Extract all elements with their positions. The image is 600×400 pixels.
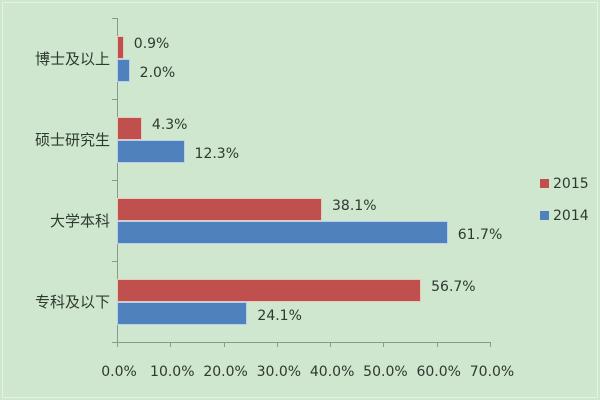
x-tick	[383, 342, 385, 347]
x-tick-label: 20.0%	[203, 364, 248, 380]
x-tick	[170, 342, 172, 347]
value-label: 24.1%	[257, 307, 302, 324]
bar-2015	[118, 36, 123, 58]
category-label: 大学本科	[49, 211, 110, 230]
bar-2014	[118, 140, 184, 162]
category-label: 专科及以下	[34, 292, 110, 311]
x-tick	[330, 342, 332, 347]
category-label: 博士及以上	[34, 49, 110, 68]
x-tick-label: 30.0%	[256, 364, 302, 380]
x-tick	[117, 342, 118, 347]
bar-2015	[118, 117, 141, 139]
bar-2015	[118, 279, 421, 301]
y-tick	[112, 180, 117, 181]
y-axis	[117, 18, 118, 342]
bar-2014	[118, 221, 447, 243]
x-tick	[490, 342, 491, 347]
value-label: 61.7%	[457, 226, 503, 243]
x-tick	[223, 342, 225, 347]
y-tick	[112, 99, 117, 100]
legend-item-2014: 2014	[540, 208, 589, 224]
value-label: 38.1%	[332, 197, 377, 214]
y-tick	[112, 18, 117, 19]
x-axis	[117, 342, 491, 343]
x-tick-label: 50.0%	[363, 364, 408, 380]
bar-2015	[118, 198, 322, 220]
legend-label: 2015	[553, 176, 589, 192]
bar-2014	[118, 59, 129, 81]
x-tick	[276, 342, 278, 347]
value-label: 0.9%	[133, 35, 170, 52]
legend-swatch-2014	[540, 210, 549, 220]
legend-swatch-2015	[540, 178, 549, 188]
x-tick-label: 0.0%	[101, 364, 137, 380]
value-label: 4.3%	[151, 116, 188, 133]
y-tick	[112, 261, 117, 262]
category-label: 硕士研究生	[34, 130, 110, 149]
x-tick-label: 60.0%	[416, 364, 461, 380]
bar-2014	[118, 302, 247, 324]
x-tick	[436, 342, 438, 347]
x-tick-label: 10.0%	[150, 364, 195, 380]
value-label: 2.0%	[139, 64, 176, 81]
value-label: 56.7%	[431, 278, 476, 295]
x-tick-label: 40.0%	[309, 364, 355, 380]
value-label: 12.3%	[194, 145, 240, 162]
x-tick-label: 70.0%	[469, 364, 515, 380]
legend-item-2015: 2015	[540, 176, 589, 192]
legend-label: 2014	[553, 208, 589, 224]
y-tick	[112, 342, 117, 343]
